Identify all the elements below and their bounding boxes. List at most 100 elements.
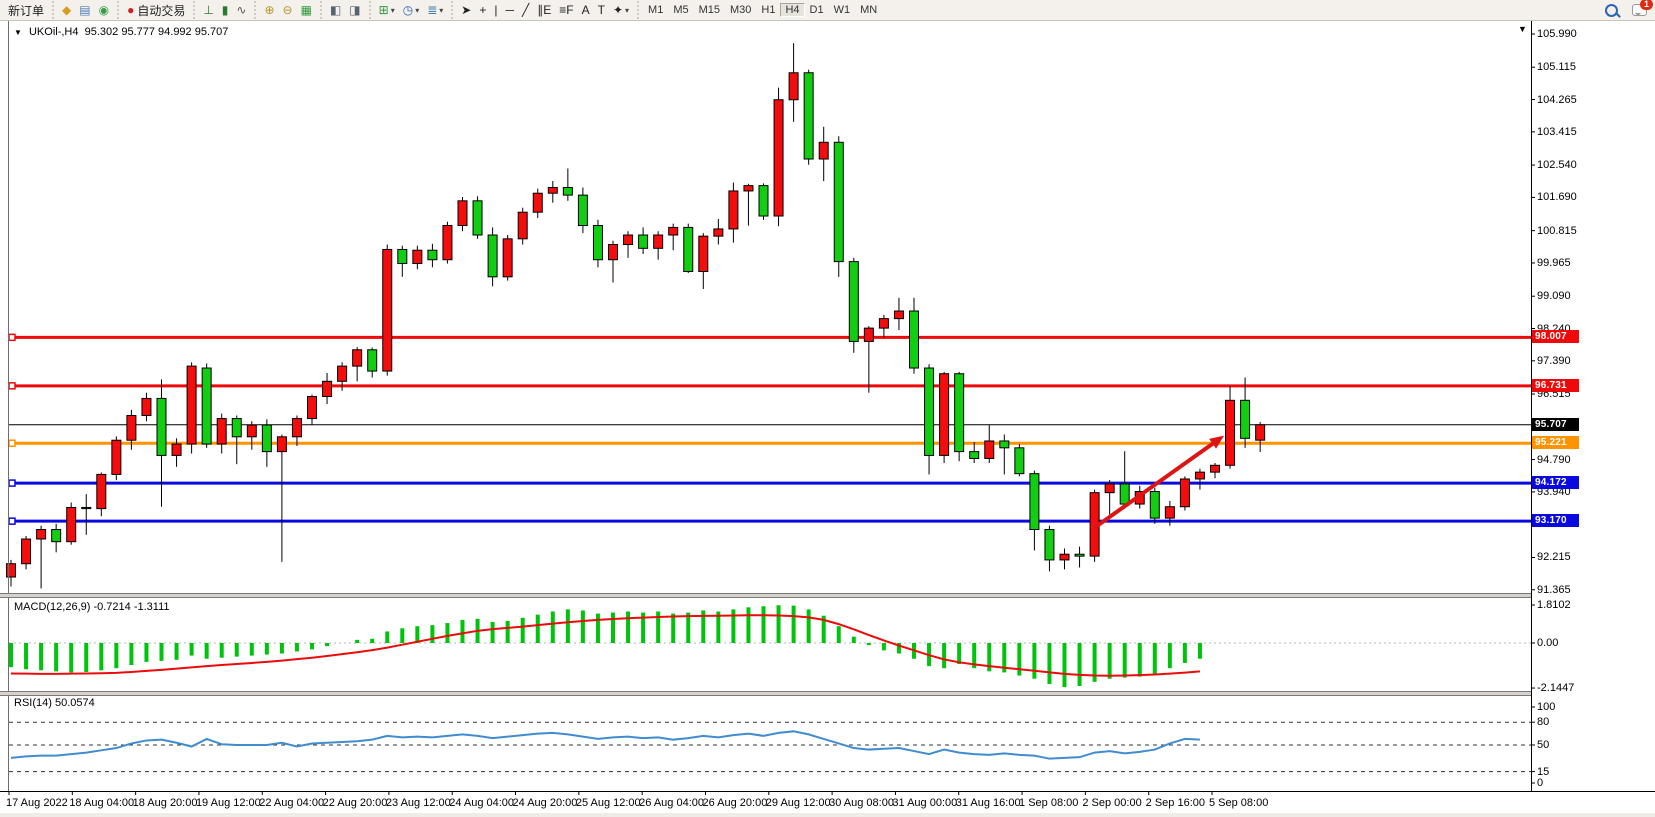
- new-order-label: 新订单: [8, 3, 45, 18]
- candlestick-mode-icon-button[interactable]: ▮: [218, 2, 233, 19]
- candle-up: [623, 234, 634, 246]
- market-watch-icon-button[interactable]: ◆: [58, 2, 75, 19]
- candle-up: [337, 365, 348, 382]
- support-line-lower-handle[interactable]: [8, 517, 16, 525]
- chart-forward-icon-button[interactable]: ◧: [326, 2, 345, 19]
- candle-up: [246, 424, 257, 438]
- arrows-icon-button[interactable]: ✦ ▾: [609, 2, 633, 19]
- autotrade-icon: ●: [127, 3, 135, 17]
- time-axis-label: 29 Aug 12:00: [765, 797, 831, 809]
- bar-chart-mode-icon-button[interactable]: ⊥: [199, 2, 217, 19]
- candle-down: [758, 185, 769, 217]
- autotrading-button[interactable]: ● 自动交易: [123, 2, 189, 19]
- timeframe-w1-button[interactable]: W1: [833, 4, 851, 16]
- resistance-line-upper-handle[interactable]: [8, 333, 16, 342]
- text-icon-button[interactable]: A: [578, 2, 594, 19]
- timeframe-m5-button[interactable]: M5: [673, 4, 689, 16]
- timeframe-m1-button[interactable]: M1: [648, 4, 664, 16]
- arrows-icon: ✦: [612, 3, 624, 17]
- data-window-icon: ▤: [79, 3, 91, 17]
- line-chart-mode-icon-button[interactable]: ∿: [232, 2, 250, 19]
- trendline-icon-button[interactable]: ╱: [518, 2, 533, 19]
- resistance-line-upper-badge[interactable]: 98.007: [1532, 330, 1579, 344]
- candle-up: [1179, 478, 1190, 508]
- dropdown-arrow-icon[interactable]: ▾: [625, 5, 630, 15]
- new-chart-icon-button[interactable]: ⊞ ▾: [375, 2, 399, 19]
- line-chart-mode-icon: ∿: [236, 3, 247, 17]
- zoom-in-icon-button[interactable]: ⊕: [260, 2, 278, 19]
- resistance-line-lower-handle[interactable]: [8, 382, 16, 390]
- dropdown-arrow-icon[interactable]: ▾: [439, 5, 444, 15]
- macd-panel-splitter[interactable]: [0, 593, 1531, 598]
- timeframe-mn-button[interactable]: MN: [860, 4, 878, 16]
- candle-up: [352, 349, 363, 367]
- time-axis-label: 31 Aug 16:00: [955, 797, 1021, 809]
- equidistant-channel-icon-button[interactable]: ∥E: [533, 2, 555, 19]
- chart-step-icon-button[interactable]: ◨: [345, 2, 364, 19]
- candle-up: [713, 228, 724, 237]
- bottom-strip: [0, 813, 1655, 817]
- dropdown-arrow-icon[interactable]: ▾: [390, 5, 395, 15]
- tile-windows-icon-button[interactable]: ▦: [297, 2, 316, 19]
- candle-up: [1194, 471, 1205, 480]
- search-icon[interactable]: [1605, 3, 1618, 17]
- candle-down: [51, 529, 62, 543]
- rsi-indicator-label: RSI(14) 50.0574: [14, 697, 95, 709]
- trend-arrow-line[interactable]: [1093, 438, 1219, 530]
- resistance-line-lower-badge[interactable]: 96.731: [1532, 378, 1579, 392]
- support-line-upper-badge[interactable]: 94.172: [1532, 476, 1579, 490]
- candle-down: [427, 249, 438, 261]
- timeframe-h4-button[interactable]: H4: [780, 3, 805, 17]
- timeframe-h1-button[interactable]: H1: [761, 4, 776, 16]
- periods-clock-icon: ◷: [402, 3, 414, 17]
- bid-price-line-badge: 95.707: [1532, 417, 1579, 431]
- price-axis-label: 102.540: [1537, 159, 1577, 172]
- chart-shift-marker[interactable]: ▼: [1518, 24, 1527, 34]
- candle-up: [111, 439, 122, 475]
- timeframe-m15-button[interactable]: M15: [698, 4, 720, 16]
- candle-up: [276, 436, 287, 453]
- candle-up: [773, 99, 784, 217]
- price-axis-separator: [1531, 21, 1532, 791]
- price-axis-label: 103.415: [1537, 125, 1577, 138]
- indicators-list-icon-button[interactable]: ≣ ▾: [423, 2, 447, 19]
- pivot-line-orange-handle[interactable]: [8, 439, 16, 447]
- rsi-axis-label: 0: [1537, 777, 1544, 789]
- trend-arrow-head[interactable]: [1209, 435, 1225, 449]
- candle-down: [909, 310, 919, 369]
- zoom-out-icon-button[interactable]: ⊖: [279, 2, 297, 19]
- timeframe-m30-button[interactable]: M30: [730, 4, 752, 16]
- navigator-icon-button[interactable]: ◉: [95, 2, 113, 19]
- candle-up: [668, 226, 679, 236]
- crosshair-icon-button[interactable]: +: [475, 2, 490, 19]
- support-line-upper-handle[interactable]: [8, 479, 16, 487]
- periods-clock-icon-button[interactable]: ◷ ▾: [399, 2, 424, 19]
- candle-up: [382, 248, 393, 372]
- cursor-icon-button[interactable]: ➤: [457, 2, 475, 19]
- time-axis-label: 22 Aug 04:00: [259, 797, 325, 809]
- candle-down: [367, 349, 378, 372]
- pivot-line-orange-badge[interactable]: 95.221: [1532, 436, 1579, 450]
- candle-down: [562, 187, 573, 196]
- candle-down: [1044, 529, 1055, 561]
- notification-badge: 1: [1640, 0, 1653, 10]
- fibonacci-icon-button[interactable]: ≡F: [555, 2, 577, 19]
- candle-down: [1074, 553, 1085, 557]
- rsi-panel-splitter[interactable]: [0, 691, 1531, 696]
- symbol-dropdown-icon[interactable]: ▼: [14, 28, 22, 37]
- text-label-icon-button[interactable]: T: [594, 2, 609, 19]
- support-line-lower-badge[interactable]: 93.170: [1532, 514, 1579, 528]
- timeframe-d1-button[interactable]: D1: [809, 4, 824, 16]
- fibonacci-icon: ≡F: [559, 3, 574, 17]
- vertical-line-icon-button[interactable]: |: [490, 2, 501, 19]
- chart-canvas[interactable]: [0, 21, 1655, 813]
- new-order-button[interactable]: 新订单: [4, 2, 48, 19]
- dropdown-arrow-icon[interactable]: ▾: [415, 5, 420, 15]
- horizontal-line-icon-button[interactable]: ─: [501, 2, 518, 19]
- text-label-icon: T: [597, 3, 605, 17]
- data-window-icon-button[interactable]: ▤: [75, 2, 94, 19]
- notifications-icon[interactable]: 1: [1632, 0, 1653, 16]
- plot-left-border: [8, 21, 9, 791]
- crosshair-icon: +: [479, 3, 487, 17]
